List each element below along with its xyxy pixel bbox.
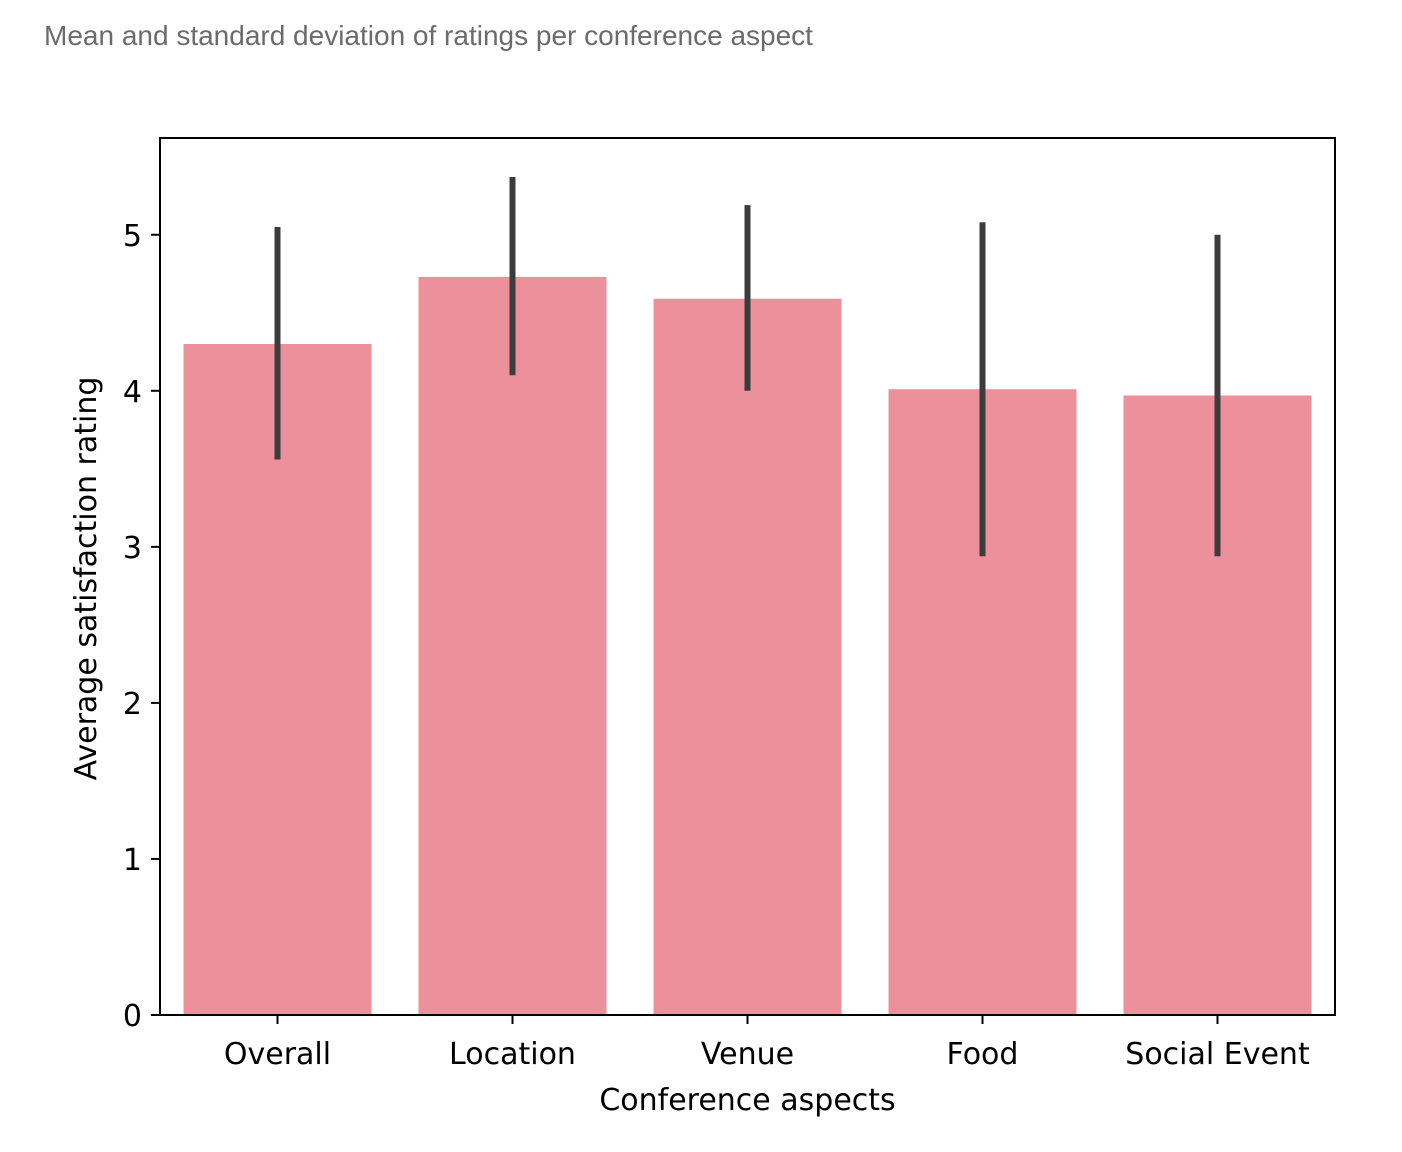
y-tick-label: 5 xyxy=(123,219,142,254)
bar-venue xyxy=(653,298,842,1015)
y-tick-label: 4 xyxy=(123,375,142,410)
x-tick-label: Venue xyxy=(701,1037,794,1072)
x-tick-label: Food xyxy=(947,1037,1019,1072)
chart-caption: Mean and standard deviation of ratings p… xyxy=(44,20,813,51)
error-bars xyxy=(274,177,1221,557)
y-tick-label: 0 xyxy=(123,999,142,1034)
bar-location xyxy=(418,276,607,1015)
y-tick-label: 1 xyxy=(123,843,142,878)
y-tick-label: 2 xyxy=(123,687,142,722)
x-tick-label: Overall xyxy=(224,1037,331,1072)
y-axis-label: Average satisfaction rating xyxy=(69,377,104,781)
y-tick-label: 3 xyxy=(123,531,142,566)
x-tick-label: Location xyxy=(449,1037,576,1072)
bars xyxy=(183,276,1312,1016)
x-axis-ticks: Overall Location Venue Food Social Event xyxy=(224,1015,1310,1072)
x-tick-label: Social Event xyxy=(1125,1037,1310,1072)
x-axis-label: Conference aspects xyxy=(599,1083,895,1118)
y-axis-ticks: 0 1 2 3 4 5 xyxy=(123,219,160,1034)
